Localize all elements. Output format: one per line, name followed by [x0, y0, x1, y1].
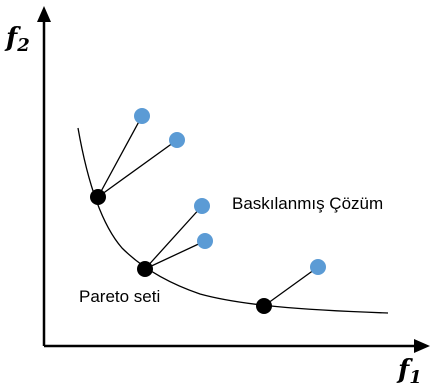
y-axis-label: f2 [4, 23, 30, 56]
dominated-point [169, 132, 185, 148]
pareto-set-label: Pareto seti [79, 287, 160, 306]
connector-lines [97, 115, 319, 307]
dominated-points [134, 108, 326, 275]
connector-line [97, 115, 143, 198]
connector-line [144, 205, 203, 270]
dominated-point [134, 108, 150, 124]
dominated-solution-label: Baskılanmış Çözüm [232, 194, 383, 213]
pareto-point [256, 298, 272, 314]
dominated-point [194, 198, 210, 214]
pareto-points [90, 189, 272, 314]
x-axis-arrow [414, 339, 430, 353]
pareto-front-curve [77, 127, 389, 314]
connector-line [263, 266, 319, 307]
connector-line [144, 240, 206, 270]
connector-line [97, 139, 178, 198]
dominated-point [310, 259, 326, 275]
x-axis-label: f1 [396, 355, 422, 387]
y-axis-arrow [37, 6, 51, 22]
pareto-point [137, 261, 153, 277]
pareto-point [90, 189, 106, 205]
dominated-point [197, 233, 213, 249]
